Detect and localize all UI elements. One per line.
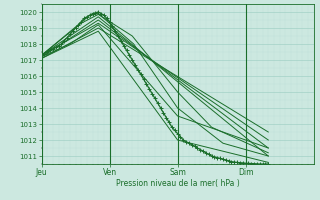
X-axis label: Pression niveau de la mer( hPa ): Pression niveau de la mer( hPa ) — [116, 179, 239, 188]
